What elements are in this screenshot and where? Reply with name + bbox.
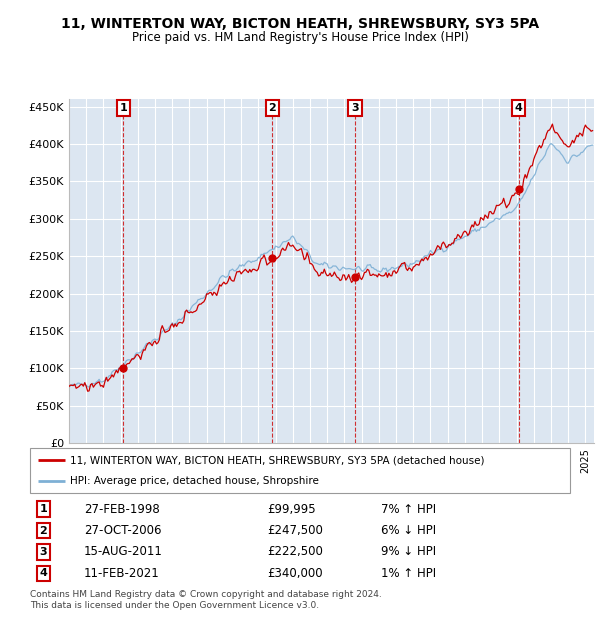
Text: 27-OCT-2006: 27-OCT-2006 xyxy=(84,524,161,537)
Text: 11, WINTERTON WAY, BICTON HEATH, SHREWSBURY, SY3 5PA: 11, WINTERTON WAY, BICTON HEATH, SHREWSB… xyxy=(61,17,539,32)
Text: 27-FEB-1998: 27-FEB-1998 xyxy=(84,503,160,516)
Text: 7% ↑ HPI: 7% ↑ HPI xyxy=(381,503,436,516)
Text: HPI: Average price, detached house, Shropshire: HPI: Average price, detached house, Shro… xyxy=(71,476,319,486)
Text: 11, WINTERTON WAY, BICTON HEATH, SHREWSBURY, SY3 5PA (detached house): 11, WINTERTON WAY, BICTON HEATH, SHREWSB… xyxy=(71,455,485,466)
Text: Contains HM Land Registry data © Crown copyright and database right 2024.
This d: Contains HM Land Registry data © Crown c… xyxy=(30,590,382,609)
Text: 1% ↑ HPI: 1% ↑ HPI xyxy=(381,567,436,580)
Text: £222,500: £222,500 xyxy=(268,546,323,559)
Text: 3: 3 xyxy=(351,103,359,113)
Text: Price paid vs. HM Land Registry's House Price Index (HPI): Price paid vs. HM Land Registry's House … xyxy=(131,31,469,44)
Text: £340,000: £340,000 xyxy=(268,567,323,580)
Text: 9% ↓ HPI: 9% ↓ HPI xyxy=(381,546,436,559)
Text: 2: 2 xyxy=(269,103,277,113)
Text: 4: 4 xyxy=(515,103,523,113)
Text: 1: 1 xyxy=(40,504,47,514)
Text: 15-AUG-2011: 15-AUG-2011 xyxy=(84,546,163,559)
Text: £247,500: £247,500 xyxy=(268,524,323,537)
Text: 1: 1 xyxy=(119,103,127,113)
Text: 6% ↓ HPI: 6% ↓ HPI xyxy=(381,524,436,537)
Text: 3: 3 xyxy=(40,547,47,557)
Text: £99,995: £99,995 xyxy=(268,503,316,516)
Text: 2: 2 xyxy=(40,526,47,536)
FancyBboxPatch shape xyxy=(30,448,570,493)
Text: 11-FEB-2021: 11-FEB-2021 xyxy=(84,567,160,580)
Text: 4: 4 xyxy=(40,569,47,578)
